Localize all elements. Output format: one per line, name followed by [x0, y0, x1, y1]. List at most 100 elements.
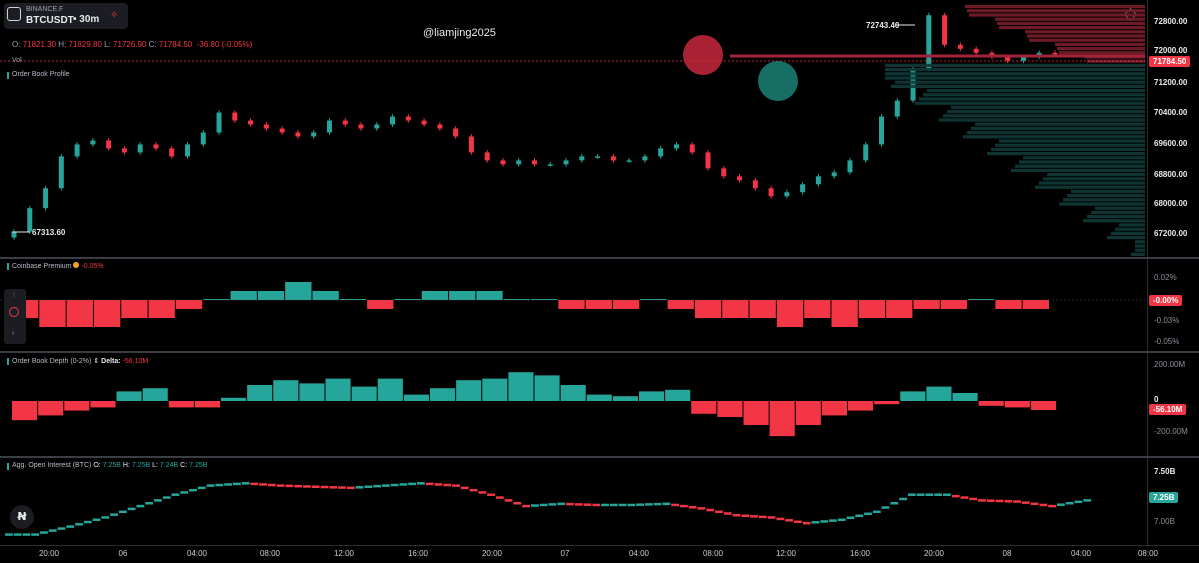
- candle-body: [216, 112, 222, 133]
- premium-bar: [39, 300, 66, 327]
- open-interest-label[interactable]: Agg. Open Interest (BTC) O: 7.25B H: 7.2…: [6, 462, 208, 470]
- open-interest-segment: [408, 482, 417, 486]
- premium-bar: [995, 300, 1022, 309]
- pane-toolbar-collapse-icon[interactable]: ⋮: [11, 292, 17, 298]
- open-interest-segment: [110, 513, 118, 516]
- candle-body: [926, 15, 932, 69]
- order-book-profile-bar: [951, 105, 1145, 109]
- open-interest-segment: [329, 486, 338, 489]
- order-book-profile-bar: [991, 147, 1145, 151]
- candle-body: [610, 156, 616, 161]
- pane-separator-1[interactable]: [0, 257, 1199, 259]
- order-book-profile-bar: [965, 5, 1145, 9]
- open-interest-segment: [916, 493, 925, 496]
- open-interest-segment: [381, 484, 390, 487]
- premium-bar: [285, 282, 312, 300]
- coinbase-premium-label[interactable]: Coinbase Premium -0.05%: [7, 262, 104, 270]
- depth-bar: [534, 375, 560, 401]
- time-tick: 04:00: [628, 549, 650, 558]
- sell-wall-circle: [683, 35, 723, 75]
- pane-toolbar-arrow-icon[interactable]: ‹: [12, 330, 15, 337]
- order-book-profile-bar: [1135, 248, 1145, 252]
- candle-body: [863, 144, 869, 161]
- order-book-profile-label[interactable]: Order Book Profile: [7, 71, 70, 79]
- candle-body: [468, 136, 474, 153]
- open-interest-segment: [154, 499, 162, 502]
- premium-bar: [858, 300, 886, 318]
- candle-body: [11, 231, 17, 238]
- open-interest-segment: [969, 497, 978, 501]
- open-interest-segment: [31, 533, 40, 536]
- candle-body: [484, 152, 490, 161]
- depth-bar: [12, 401, 38, 421]
- open-interest-segment: [548, 503, 557, 506]
- premium-bar: [612, 300, 640, 309]
- open-interest-segment: [688, 505, 697, 509]
- open-interest-segment: [925, 493, 934, 496]
- premium-bar: [722, 300, 749, 318]
- order-book-profile-bar: [885, 76, 1145, 80]
- open-interest-segment: [522, 504, 530, 508]
- candle-body: [894, 100, 900, 117]
- candle-body: [626, 160, 632, 162]
- open-interest-segment: [40, 531, 48, 534]
- open-interest-segment: [890, 502, 899, 505]
- depth-bar: [456, 380, 482, 401]
- symbol-name[interactable]: BTCUSDT: [26, 15, 74, 26]
- pane-separator-3[interactable]: [0, 456, 1199, 458]
- open-interest-segment: [855, 514, 864, 518]
- low-marker-label: 67313.60: [32, 228, 66, 237]
- order-book-profile-bar: [1135, 240, 1145, 244]
- open-interest-segment: [180, 491, 189, 494]
- open-interest-segment: [811, 521, 820, 524]
- pane-settings-icon[interactable]: [9, 307, 19, 317]
- open-interest-segment: [758, 515, 767, 519]
- candle-body: [500, 160, 506, 165]
- depth-bar: [482, 378, 508, 401]
- depth-bar: [769, 401, 795, 437]
- pane-separator-2[interactable]: [0, 351, 1199, 353]
- time-tick: 16:00: [407, 549, 429, 558]
- alert-bell-icon[interactable]: ✧: [110, 10, 119, 21]
- price-tick: 68800.00: [1154, 170, 1188, 179]
- buy-wall-circle: [758, 61, 798, 101]
- order-book-profile-bar: [1059, 51, 1145, 55]
- candle-body: [279, 128, 285, 133]
- open-interest-segment: [864, 512, 872, 516]
- open-interest-segment: [469, 488, 478, 492]
- candle-body: [942, 15, 948, 45]
- interval-label[interactable]: • 30m: [73, 14, 100, 25]
- depth-bar: [1004, 401, 1030, 408]
- depth-bar: [273, 380, 299, 401]
- open-interest-segment: [232, 482, 241, 486]
- order-book-depth-label[interactable]: Order Book Depth (0-2%) ⇕ Delta: -56.10M: [6, 358, 149, 365]
- open-interest-segment: [583, 503, 592, 506]
- order-book-profile-bar: [1039, 181, 1145, 185]
- open-interest-segment: [487, 493, 495, 496]
- symbol-header[interactable]: [4, 3, 128, 29]
- candle-body: [90, 140, 96, 145]
- open-interest-segment: [1030, 502, 1039, 506]
- candle-body: [390, 116, 396, 125]
- price-axis-border: [1147, 0, 1148, 545]
- candle-body: [453, 128, 459, 137]
- candle-body: [358, 124, 364, 129]
- premium-bar: [449, 291, 476, 300]
- depth-bar: [299, 383, 325, 401]
- open-interest-segment: [5, 533, 13, 536]
- open-interest-segment: [601, 503, 609, 507]
- order-book-profile-bar: [971, 126, 1145, 130]
- tradingview-logo-icon[interactable]: Ꞥ: [10, 505, 34, 529]
- open-interest-segment: [57, 527, 66, 530]
- open-interest-segment: [66, 525, 75, 528]
- premium-bar: [558, 300, 585, 309]
- order-book-profile-bar: [923, 93, 1145, 97]
- candle-body: [879, 116, 884, 145]
- candle-body: [658, 148, 664, 157]
- order-book-profile-bar: [1055, 42, 1145, 46]
- premium-bar: [831, 300, 858, 327]
- premium-bar: [804, 300, 831, 318]
- open-interest-segment: [171, 493, 180, 496]
- order-book-profile-bar: [1035, 185, 1145, 189]
